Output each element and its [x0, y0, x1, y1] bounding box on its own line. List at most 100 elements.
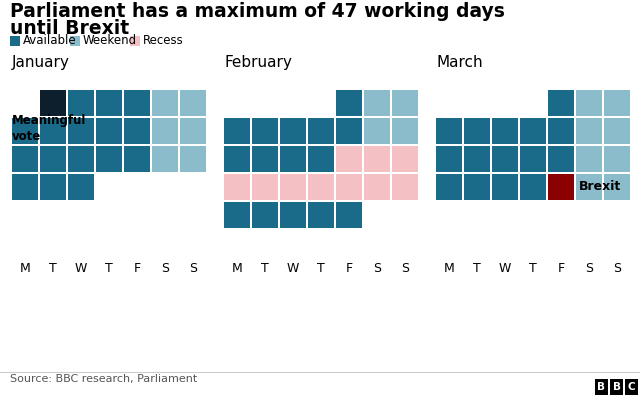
FancyBboxPatch shape — [548, 146, 574, 172]
FancyBboxPatch shape — [548, 118, 574, 144]
Text: C: C — [628, 382, 636, 392]
Text: S: S — [585, 262, 593, 275]
FancyBboxPatch shape — [392, 146, 418, 172]
FancyBboxPatch shape — [336, 118, 362, 144]
FancyBboxPatch shape — [625, 379, 638, 395]
FancyBboxPatch shape — [604, 118, 630, 144]
FancyBboxPatch shape — [336, 174, 362, 200]
FancyBboxPatch shape — [96, 118, 122, 144]
FancyBboxPatch shape — [308, 146, 334, 172]
Text: Meaningful
vote: Meaningful vote — [12, 114, 86, 143]
Text: Weekend: Weekend — [83, 34, 137, 48]
Text: W: W — [287, 262, 299, 275]
FancyBboxPatch shape — [124, 118, 150, 144]
Text: Parliament has a maximum of 47 working days: Parliament has a maximum of 47 working d… — [10, 2, 505, 21]
FancyBboxPatch shape — [364, 90, 390, 116]
FancyBboxPatch shape — [464, 146, 490, 172]
FancyBboxPatch shape — [492, 146, 518, 172]
FancyBboxPatch shape — [280, 174, 306, 200]
Text: T: T — [105, 262, 113, 275]
FancyBboxPatch shape — [130, 36, 140, 46]
FancyBboxPatch shape — [308, 174, 334, 200]
FancyBboxPatch shape — [40, 174, 66, 200]
Text: M: M — [444, 262, 454, 275]
FancyBboxPatch shape — [68, 146, 94, 172]
FancyBboxPatch shape — [576, 118, 602, 144]
FancyBboxPatch shape — [595, 379, 608, 395]
Text: January: January — [12, 55, 70, 70]
Text: W: W — [75, 262, 87, 275]
Text: T: T — [49, 262, 57, 275]
FancyBboxPatch shape — [180, 118, 206, 144]
Text: B: B — [598, 382, 605, 392]
FancyBboxPatch shape — [224, 174, 250, 200]
Text: W: W — [499, 262, 511, 275]
FancyBboxPatch shape — [610, 379, 623, 395]
FancyBboxPatch shape — [520, 174, 546, 200]
FancyBboxPatch shape — [12, 174, 38, 200]
FancyBboxPatch shape — [548, 90, 574, 116]
Text: F: F — [557, 262, 564, 275]
FancyBboxPatch shape — [604, 146, 630, 172]
FancyBboxPatch shape — [224, 202, 250, 228]
FancyBboxPatch shape — [576, 174, 602, 200]
Text: until Brexit: until Brexit — [10, 19, 129, 38]
Text: M: M — [20, 262, 30, 275]
Text: T: T — [473, 262, 481, 275]
FancyBboxPatch shape — [224, 118, 250, 144]
FancyBboxPatch shape — [520, 146, 546, 172]
Text: Available: Available — [23, 34, 77, 48]
FancyBboxPatch shape — [152, 146, 178, 172]
FancyBboxPatch shape — [336, 202, 362, 228]
FancyBboxPatch shape — [124, 146, 150, 172]
FancyBboxPatch shape — [280, 202, 306, 228]
Text: T: T — [261, 262, 269, 275]
FancyBboxPatch shape — [40, 146, 66, 172]
FancyBboxPatch shape — [336, 90, 362, 116]
Text: F: F — [346, 262, 353, 275]
FancyBboxPatch shape — [68, 118, 94, 144]
FancyBboxPatch shape — [392, 90, 418, 116]
FancyBboxPatch shape — [252, 118, 278, 144]
FancyBboxPatch shape — [124, 90, 150, 116]
Text: T: T — [529, 262, 537, 275]
FancyBboxPatch shape — [336, 146, 362, 172]
FancyBboxPatch shape — [224, 146, 250, 172]
Text: S: S — [189, 262, 197, 275]
Text: S: S — [613, 262, 621, 275]
FancyBboxPatch shape — [280, 146, 306, 172]
FancyBboxPatch shape — [364, 146, 390, 172]
FancyBboxPatch shape — [68, 174, 94, 200]
FancyBboxPatch shape — [12, 146, 38, 172]
FancyBboxPatch shape — [464, 174, 490, 200]
FancyBboxPatch shape — [520, 118, 546, 144]
FancyBboxPatch shape — [436, 146, 462, 172]
FancyBboxPatch shape — [364, 174, 390, 200]
FancyBboxPatch shape — [252, 174, 278, 200]
Text: Brexit: Brexit — [579, 180, 621, 194]
FancyBboxPatch shape — [436, 118, 462, 144]
FancyBboxPatch shape — [10, 36, 20, 46]
FancyBboxPatch shape — [280, 118, 306, 144]
FancyBboxPatch shape — [464, 118, 490, 144]
FancyBboxPatch shape — [68, 90, 94, 116]
FancyBboxPatch shape — [364, 118, 390, 144]
FancyBboxPatch shape — [252, 146, 278, 172]
Text: S: S — [401, 262, 409, 275]
Text: B: B — [612, 382, 621, 392]
FancyBboxPatch shape — [180, 146, 206, 172]
FancyBboxPatch shape — [152, 90, 178, 116]
Text: Source: BBC research, Parliament: Source: BBC research, Parliament — [10, 374, 197, 384]
Text: F: F — [133, 262, 141, 275]
FancyBboxPatch shape — [40, 118, 66, 144]
FancyBboxPatch shape — [252, 202, 278, 228]
Text: S: S — [373, 262, 381, 275]
FancyBboxPatch shape — [40, 90, 66, 116]
FancyBboxPatch shape — [96, 146, 122, 172]
Text: T: T — [317, 262, 325, 275]
FancyBboxPatch shape — [436, 174, 462, 200]
FancyBboxPatch shape — [308, 118, 334, 144]
FancyBboxPatch shape — [604, 90, 630, 116]
FancyBboxPatch shape — [152, 118, 178, 144]
FancyBboxPatch shape — [12, 118, 38, 144]
